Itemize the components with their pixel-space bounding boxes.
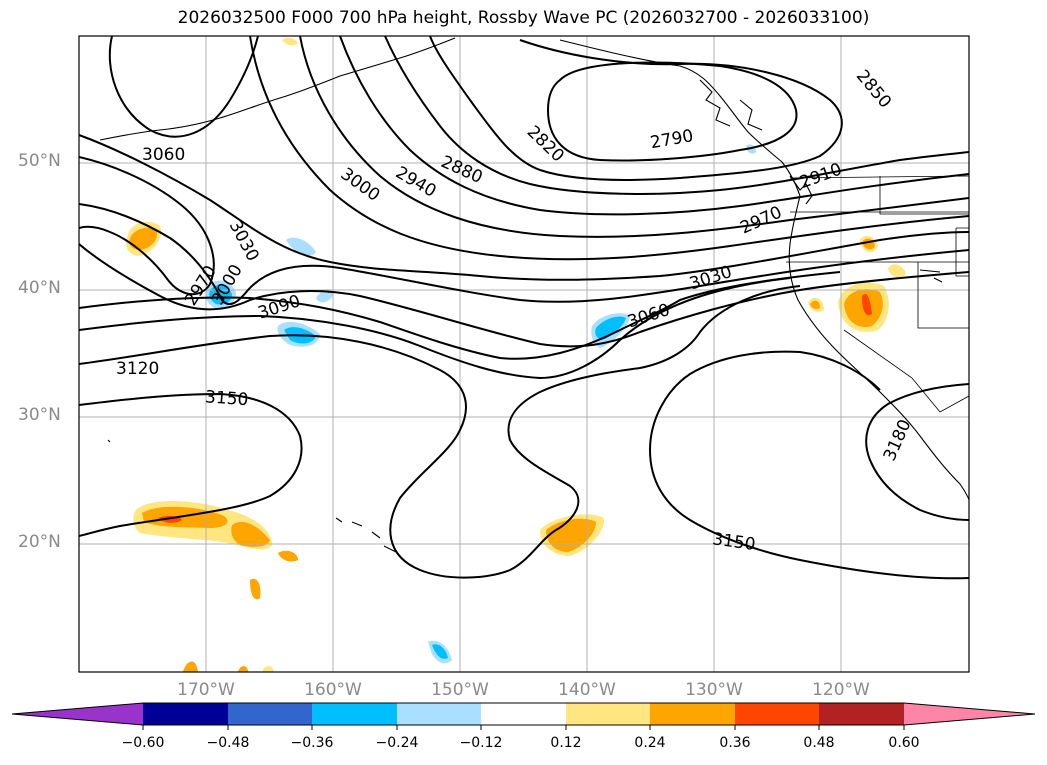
map-frame xyxy=(78,35,970,673)
colorbar-tick: 0.48 xyxy=(803,735,835,751)
colorbar-extend-low xyxy=(12,703,143,725)
contour-label: 3060 xyxy=(142,145,185,165)
contour-label: 3150 xyxy=(204,387,249,410)
lon-label-160w: 160°W xyxy=(304,680,362,700)
colorbar-tick: 0.60 xyxy=(888,735,920,751)
lon-label-140w: 140°W xyxy=(558,680,616,700)
lon-label-120w: 120°W xyxy=(812,680,870,700)
colorbar xyxy=(11,702,1036,730)
colorbar-tick: 0.24 xyxy=(634,735,666,751)
contour-label: 3120 xyxy=(116,359,159,379)
lat-label-30n: 30°N xyxy=(18,405,61,425)
height-contours xyxy=(79,36,969,580)
lon-label-130w: 130°W xyxy=(685,680,743,700)
political-boundaries xyxy=(786,175,969,413)
colorbar-tick: −0.12 xyxy=(459,735,503,751)
lat-label-40n: 40°N xyxy=(18,278,61,298)
graticule xyxy=(79,36,969,672)
colorbar-extend-high xyxy=(904,703,1035,725)
map-area xyxy=(79,36,969,672)
colorbar-tick: 0.12 xyxy=(550,735,582,751)
map-title: 2026032500 F000 700 hPa height, Rossby W… xyxy=(177,8,870,28)
colorbar-tick: −0.48 xyxy=(206,735,250,751)
colorbar-tick: −0.24 xyxy=(375,735,419,751)
colorbar-tick: −0.60 xyxy=(121,735,165,751)
colorbar-tick: 0.36 xyxy=(719,735,751,751)
lon-label-170w: 170°W xyxy=(177,680,235,700)
lon-label-150w: 150°W xyxy=(431,680,489,700)
colorbar-tick: −0.36 xyxy=(290,735,334,751)
lat-label-20n: 20°N xyxy=(18,532,61,552)
coastlines xyxy=(99,37,969,553)
lat-label-50n: 50°N xyxy=(18,151,61,171)
